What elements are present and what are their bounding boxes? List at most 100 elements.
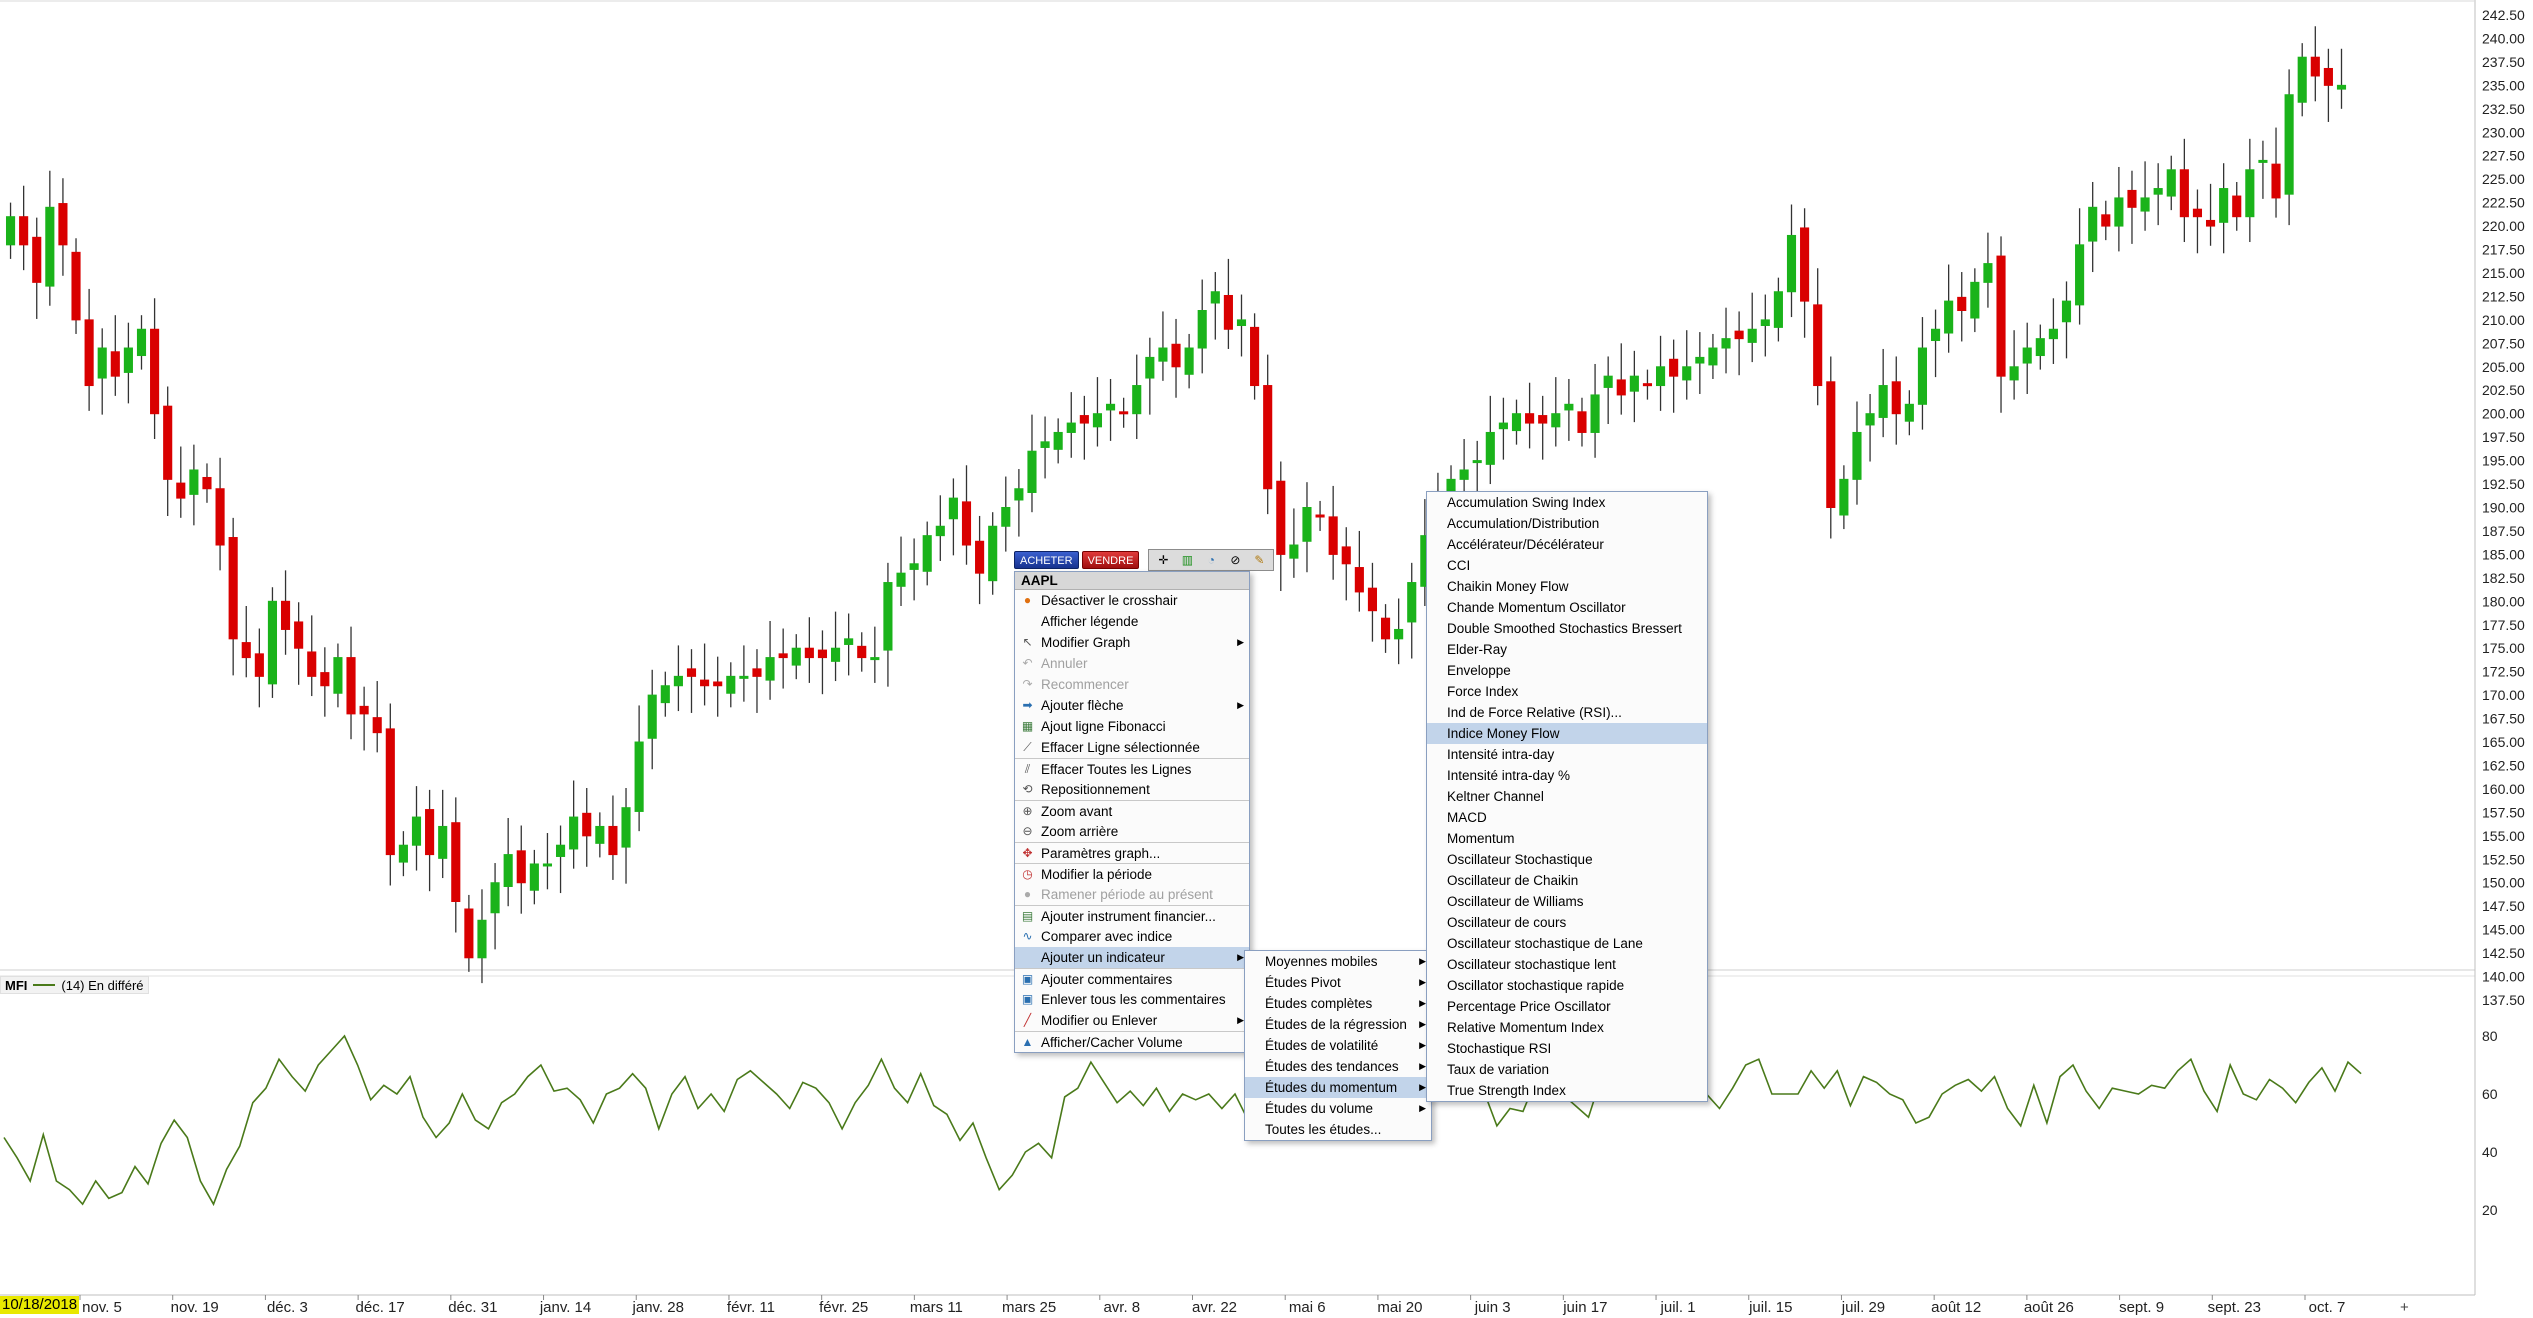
momentum-item-oscillateur-stochastique[interactable]: Oscillateur Stochastique — [1427, 849, 1707, 870]
momentum-item-chaikin-money-flow[interactable]: Chaikin Money Flow — [1427, 576, 1707, 597]
candle — [1014, 469, 1024, 537]
candle — [726, 662, 736, 708]
menu-item-modifier-la-periode[interactable]: ◷ Modifier la période — [1015, 863, 1249, 884]
candle — [857, 632, 867, 672]
menu-item-ajouter-commentaires[interactable]: ▣ Ajouter commentaires — [1015, 968, 1249, 989]
candle-body — [1590, 394, 1600, 433]
momentum-item-relative-momentum-index[interactable]: Relative Momentum Index — [1427, 1017, 1707, 1038]
indicator-legend[interactable]: MFI (14) En différé — [0, 976, 149, 994]
menu-item-enlever-tous-les-commentaires[interactable]: ▣ Enlever tous les commentaires — [1015, 989, 1249, 1010]
menu-item-effacer-ligne-selectionnee[interactable]: ⟋ Effacer Ligne sélectionnée — [1015, 737, 1249, 758]
crosshair-icon[interactable]: ✛ — [1158, 553, 1169, 567]
menu-item-label: Oscillateur stochastique lent — [1447, 957, 1616, 972]
indicator-item-etudes-de-la-regression[interactable]: Études de la régression ▶ — [1245, 1014, 1431, 1035]
menu-item-desactiver-le-crosshair[interactable]: ● Désactiver le crosshair — [1015, 590, 1249, 611]
price-axis-label: 167.50 — [2482, 711, 2525, 727]
date-axis-label: févr. 11 — [727, 1299, 775, 1316]
indicator-item-etudes-pivot[interactable]: Études Pivot ▶ — [1245, 972, 1431, 993]
indicator-item-etudes-completes[interactable]: Études complètes ▶ — [1245, 993, 1431, 1014]
menu-item-label: Études des tendances — [1265, 1059, 1399, 1074]
momentum-item-taux-de-variation[interactable]: Taux de variation — [1427, 1059, 1707, 1080]
momentum-item-force-index[interactable]: Force Index — [1427, 681, 1707, 702]
momentum-item-intensite-intra-day[interactable]: Intensité intra-day % — [1427, 765, 1707, 786]
momentum-item-true-strength-index[interactable]: True Strength Index — [1427, 1080, 1707, 1101]
momentum-item-accumulation-distribution[interactable]: Accumulation/Distribution — [1427, 513, 1707, 534]
price-axis-label: 235.00 — [2482, 77, 2525, 93]
submenu-arrow-icon: ▶ — [1419, 1040, 1426, 1050]
momentum-item-oscillateur-de-chaikin[interactable]: Oscillateur de Chaikin — [1427, 870, 1707, 891]
momentum-item-oscillateur-de-williams[interactable]: Oscillateur de Williams — [1427, 891, 1707, 912]
candle — [1708, 333, 1718, 379]
indicator-item-moyennes-mobiles[interactable]: Moyennes mobiles ▶ — [1245, 951, 1431, 972]
candle — [2258, 140, 2268, 199]
buy-button[interactable]: ACHETER — [1014, 551, 1079, 569]
candle-body — [1066, 422, 1076, 433]
momentum-item-chande-momentum-oscillator[interactable]: Chande Momentum Oscillator — [1427, 597, 1707, 618]
menu-item-modifier-ou-enlever[interactable]: ╱ Modifier ou Enlever ▶ — [1015, 1010, 1249, 1031]
momentum-item-elder-ray[interactable]: Elder-Ray — [1427, 639, 1707, 660]
menu-item-ajouter-un-indicateur[interactable]: Ajouter un indicateur ▶ — [1015, 947, 1249, 968]
momentum-item-accumulation-swing-index[interactable]: Accumulation Swing Index — [1427, 492, 1707, 513]
candle-body — [1577, 411, 1587, 433]
momentum-item-cci[interactable]: CCI — [1427, 555, 1707, 576]
menu-item-modifier-graph[interactable]: ↖ Modifier Graph ▶ — [1015, 632, 1249, 653]
candle — [1171, 318, 1181, 398]
menu-item-afficher-legende[interactable]: Afficher légende — [1015, 611, 1249, 632]
candle — [988, 512, 998, 595]
momentum-item-macd[interactable]: MACD — [1427, 807, 1707, 828]
indicator-item-etudes-des-tendances[interactable]: Études des tendances ▶ — [1245, 1056, 1431, 1077]
candle-body — [1603, 375, 1613, 388]
candle — [1996, 236, 2006, 413]
candle — [1944, 264, 1954, 353]
momentum-item-percentage-price-oscillator[interactable]: Percentage Price Oscillator — [1427, 996, 1707, 1017]
menu-item-comparer-avec-indice[interactable]: ∿ Comparer avec indice — [1015, 926, 1249, 947]
candle-body — [2297, 56, 2307, 103]
momentum-item-stochastique-rsi[interactable]: Stochastique RSI — [1427, 1038, 1707, 1059]
menu-item-zoom-avant[interactable]: ⊕ Zoom avant — [1015, 800, 1249, 821]
momentum-item-indice-money-flow[interactable]: Indice Money Flow — [1427, 723, 1707, 744]
indicator-item-etudes-de-volatilite[interactable]: Études de volatilité ▶ — [1245, 1035, 1431, 1056]
indicator-item-toutes-les-etudes[interactable]: Toutes les études... — [1245, 1119, 1431, 1140]
candle — [398, 831, 408, 877]
indicator-item-etudes-du-momentum[interactable]: Études du momentum ▶ — [1245, 1077, 1431, 1098]
menu-item-label: Toutes les études... — [1265, 1122, 1382, 1137]
candle-body — [569, 816, 579, 850]
momentum-item-accelerateur-decelerateur[interactable]: Accélérateur/Décélérateur — [1427, 534, 1707, 555]
candle-body — [621, 807, 631, 848]
menu-item-ajouter-instrument-financier[interactable]: ▤ Ajouter instrument financier... — [1015, 905, 1249, 926]
menu-item-zoom-arriere[interactable]: ⊖ Zoom arrière — [1015, 821, 1249, 842]
momentum-item-enveloppe[interactable]: Enveloppe — [1427, 660, 1707, 681]
candle-body — [948, 497, 958, 520]
sell-button[interactable]: VENDRE — [1081, 551, 1140, 569]
momentum-item-momentum[interactable]: Momentum — [1427, 828, 1707, 849]
momentum-item-keltner-channel[interactable]: Keltner Channel — [1427, 786, 1707, 807]
period-icon[interactable]: ◔ — [1207, 553, 1216, 567]
momentum-item-oscillator-stochastique-rapide[interactable]: Oscillator stochastique rapide — [1427, 975, 1707, 996]
candle — [686, 649, 697, 713]
candle — [1629, 350, 1639, 423]
brush-icon[interactable]: ✎ — [1254, 553, 1265, 567]
momentum-item-oscillateur-de-cours[interactable]: Oscillateur de cours — [1427, 912, 1707, 933]
price-axis-label: 217.50 — [2482, 242, 2525, 258]
momentum-item-oscillateur-stochastique-de-lane[interactable]: Oscillateur stochastique de Lane — [1427, 933, 1707, 954]
menu-item-afficher-cacher-volume[interactable]: ▲ Afficher/Cacher Volume — [1015, 1031, 1249, 1052]
menu-item-label: Oscillateur de Williams — [1447, 894, 1584, 909]
indicator-item-etudes-du-volume[interactable]: Études du volume ▶ — [1245, 1098, 1431, 1119]
momentum-item-oscillateur-stochastique-lent[interactable]: Oscillateur stochastique lent — [1427, 954, 1707, 975]
momentum-item-intensite-intra-day[interactable]: Intensité intra-day — [1427, 744, 1707, 765]
momentum-item-double-smoothed-stochastics-bressert[interactable]: Double Smoothed Stochastics Bressert — [1427, 618, 1707, 639]
menu-item-ajouter-fleche[interactable]: ➡ Ajouter flèche ▶ — [1015, 695, 1249, 716]
menu-item-effacer-toutes-les-lignes[interactable]: ⫽ Effacer Toutes les Lignes — [1015, 758, 1249, 779]
link-icon[interactable]: ⊘ — [1230, 553, 1241, 567]
comment-icon: ▣ — [1021, 972, 1034, 986]
momentum-item-ind-de-force-relative-rsi[interactable]: Ind de Force Relative (RSI)... — [1427, 702, 1707, 723]
menu-item-repositionnement[interactable]: ⟲ Repositionnement — [1015, 779, 1249, 800]
menu-item-parametres-graph[interactable]: ✥ Paramètres graph... — [1015, 842, 1249, 863]
menu-item-label: Enveloppe — [1447, 663, 1511, 678]
chart-type-icon[interactable]: ▥ — [1181, 553, 1194, 567]
candle-body — [2258, 159, 2268, 163]
menu-item-ajout-ligne-fibonacci[interactable]: ▦ Ajout ligne Fibonacci — [1015, 716, 1249, 737]
candle-body — [1105, 403, 1116, 411]
zoom-in-icon: ⊕ — [1022, 804, 1033, 818]
